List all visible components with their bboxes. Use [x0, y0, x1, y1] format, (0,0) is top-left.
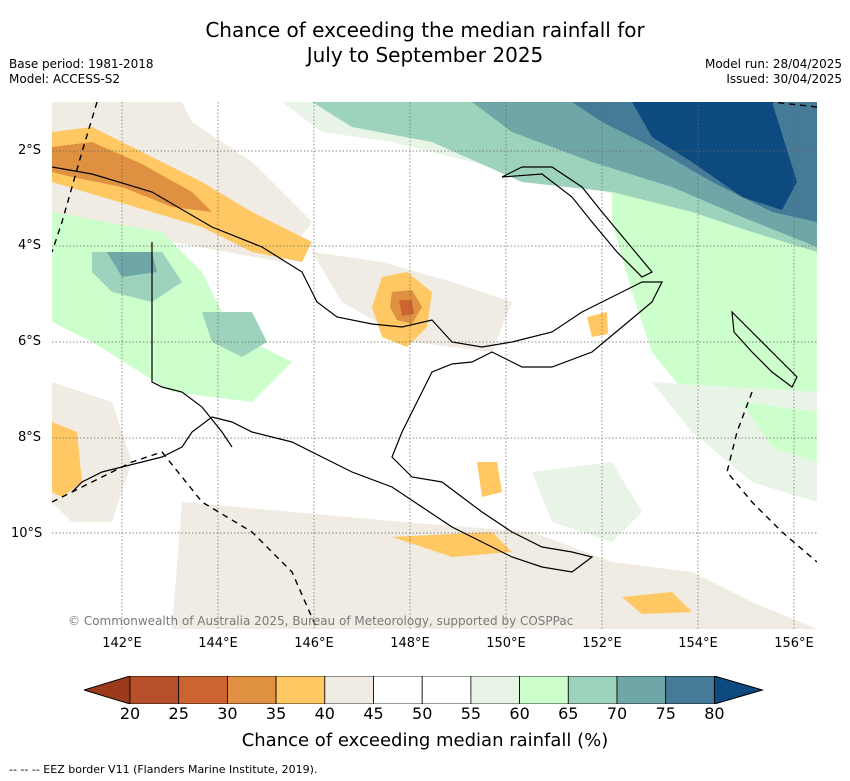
colorbar-tick-label: 35	[265, 704, 287, 723]
colorbar-segment	[519, 676, 569, 704]
navy-area	[632, 102, 797, 210]
colorbar-tick-label: 40	[314, 704, 335, 723]
colorbar-tick-label: 45	[363, 704, 384, 723]
colorbar-tick-label: 75	[655, 704, 676, 723]
colorbar-tick-label: 20	[119, 704, 141, 723]
copyright-notice: © Commonwealth of Australia 2025, Bureau…	[68, 614, 574, 628]
model-run-date: Model run: 28/04/2025	[704, 57, 842, 71]
colorbar-tick-label: 70	[606, 704, 628, 723]
run-info: Model run: 28/04/2025 Issued: 30/04/2025	[705, 57, 842, 87]
colorbar-extend-low	[84, 676, 131, 704]
lon-label: 156°E	[774, 636, 814, 651]
dark-orange-band	[52, 142, 212, 212]
blue-patch-west	[107, 252, 157, 277]
colorbar-segment	[129, 676, 180, 704]
lat-label: 10°S	[11, 526, 43, 541]
lon-label: 146°E	[294, 636, 334, 651]
colorbar-segment	[324, 676, 374, 704]
lat-label: 2°S	[18, 143, 42, 158]
colorbar-tick-label: 30	[217, 704, 238, 723]
coastlines	[52, 166, 798, 573]
lat-label: 4°S	[18, 238, 42, 253]
colorbar-segment	[567, 676, 618, 704]
bougainville-coast	[731, 310, 798, 388]
lon-label: 150°E	[486, 636, 526, 651]
title-line-2: July to September 2025	[306, 43, 544, 67]
green-area-southeast	[742, 402, 817, 462]
map-canvas	[52, 102, 817, 629]
colorbar-tick-label: 65	[558, 704, 579, 723]
map-title: Chance of exceeding the median rainfall …	[0, 18, 850, 68]
eez-borders	[52, 102, 817, 629]
lat-label: 6°S	[18, 334, 42, 349]
model-name: Model: ACCESS-S2	[9, 72, 121, 86]
model-info: Base period: 1981-2018 Model: ACCESS-S2	[9, 57, 154, 87]
colorbar-segment	[421, 676, 472, 704]
orange-patch-southeast	[622, 592, 692, 614]
colorbar-segment	[665, 676, 715, 704]
lon-label: 148°E	[390, 636, 430, 651]
png-mainland-coast	[52, 166, 663, 573]
lon-label: 142°E	[102, 636, 142, 651]
colorbar	[84, 676, 765, 704]
colorbar-segment	[616, 676, 667, 704]
colorbar-tick-label: 25	[168, 704, 189, 723]
lon-label: 144°E	[198, 636, 238, 651]
eez-legend: -- -- -- EEZ border V11 (Flanders Marine…	[9, 763, 318, 776]
colorbar-segment	[178, 676, 228, 704]
map-gridlines	[52, 102, 817, 629]
orange-patch-central	[477, 462, 502, 497]
title-line-1: Chance of exceeding the median rainfall …	[205, 18, 645, 42]
issued-date: Issued: 30/04/2025	[726, 72, 842, 86]
lon-label: 154°E	[678, 636, 718, 651]
colorbar-segment	[470, 676, 520, 704]
colorbar-tick-label: 50	[412, 704, 433, 723]
base-period: Base period: 1981-2018	[9, 57, 154, 71]
new-britain-coast	[501, 166, 653, 278]
lat-label: 8°S	[18, 430, 42, 445]
colorbar-tick-label: 55	[460, 704, 482, 723]
png-border-line	[151, 242, 233, 448]
orange-area-southwest	[52, 422, 82, 497]
lon-label: 152°E	[582, 636, 622, 651]
colorbar-segment	[275, 676, 326, 704]
green-area-southcentral	[532, 462, 642, 542]
colorbar-tick-label: 80	[704, 704, 725, 723]
orange-patch-east	[587, 312, 608, 337]
colorbar-tick-label: 60	[509, 704, 530, 723]
orange-patch-south	[392, 532, 512, 557]
colorbar-segment	[226, 676, 277, 704]
colorbar-segment	[373, 676, 423, 704]
colorbar-extend-high	[713, 676, 765, 704]
rainfall-map	[52, 102, 817, 629]
colorbar-label: Chance of exceeding median rainfall (%)	[241, 730, 609, 751]
